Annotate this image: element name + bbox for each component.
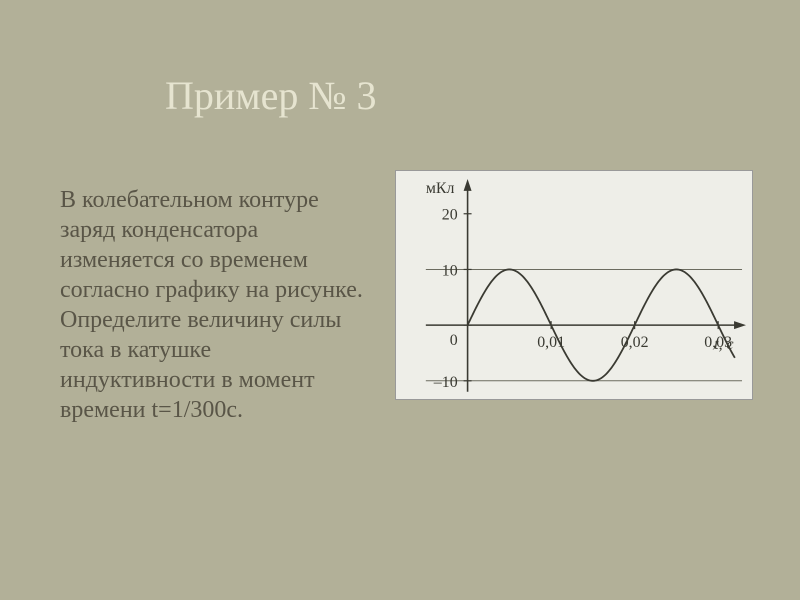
oscillation-chart: мКлt, с20100–100,010,020,03 [396,171,752,400]
svg-text:0,02: 0,02 [621,334,649,351]
slide-title: Пример № 3 [165,72,377,119]
svg-text:20: 20 [442,207,458,224]
svg-text:–10: –10 [433,374,458,391]
svg-text:0: 0 [450,332,458,349]
svg-text:0,01: 0,01 [537,334,565,351]
problem-text: В колебательном контуре заряд конденсато… [60,185,370,425]
chart-panel: мКлt, с20100–100,010,020,03 [395,170,753,400]
svg-text:10: 10 [442,262,458,279]
svg-text:мКл: мКл [426,180,455,197]
svg-text:0,03: 0,03 [704,334,732,351]
